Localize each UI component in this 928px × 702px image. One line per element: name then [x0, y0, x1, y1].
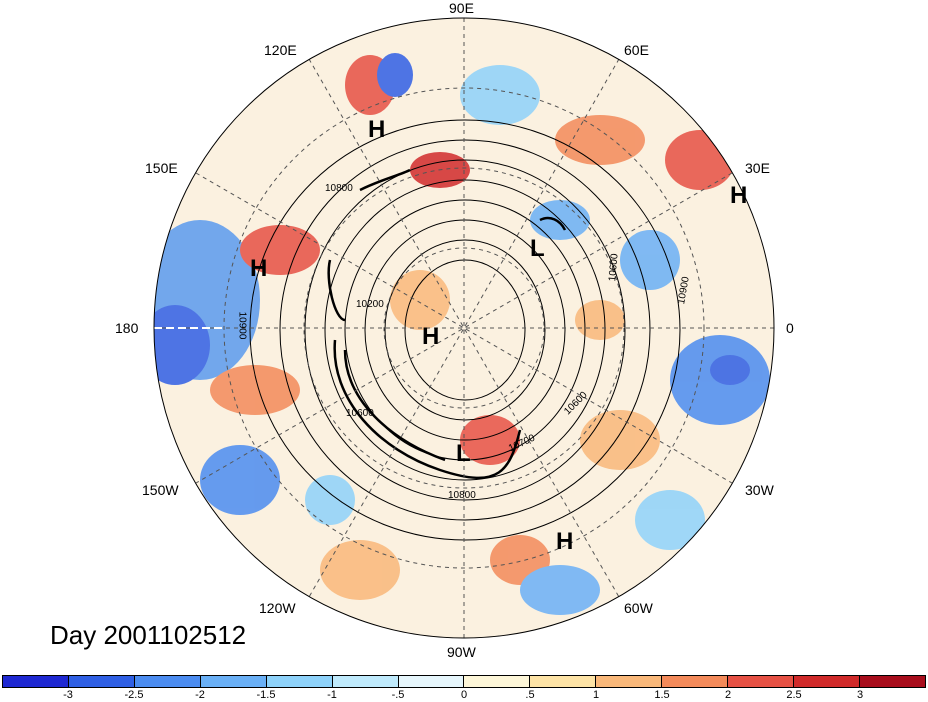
colorbar-tick-label: -1: [327, 689, 337, 701]
colorbar-tick-label: -1.5: [256, 689, 276, 701]
colorbar-tick-label: .5: [525, 689, 535, 701]
colorbar-segment: [596, 676, 663, 687]
high-center: H: [250, 255, 268, 282]
contour-label: 10600: [346, 408, 374, 419]
colorbar-tick-label: 2: [724, 689, 732, 701]
colorbar-segment: [530, 676, 597, 687]
lon-label-60e: 60E: [624, 42, 649, 58]
colorbar-tick-label: -.5: [391, 689, 405, 701]
colorbar-segment: [859, 676, 925, 687]
colorbar-segment: [728, 676, 795, 687]
lon-label-150e: 150E: [145, 160, 178, 176]
colorbar-segment: [332, 676, 399, 687]
high-center: H: [368, 116, 386, 143]
colorbar-tick-label: -2: [195, 689, 205, 701]
graticule: [154, 18, 774, 638]
low-center: L: [456, 440, 471, 467]
lon-label-90e: 90E: [449, 0, 474, 16]
lon-label-90w: 90W: [447, 644, 476, 660]
high-center: H: [422, 323, 440, 350]
colorbar-tick-label: 2.5: [786, 689, 802, 701]
colorbar-segment: [134, 676, 201, 687]
lon-label-30e: 30E: [745, 160, 770, 176]
colorbar-segment: [464, 676, 531, 687]
lon-label-120w: 120W: [259, 600, 296, 616]
colorbar-tick-label: -2.5: [124, 689, 144, 701]
lon-label-150w: 150W: [142, 482, 179, 498]
colorbar: [2, 675, 926, 688]
colorbar-segment: [68, 676, 135, 687]
contour-label: 10200: [356, 299, 384, 310]
colorbar-tick-label: -3: [63, 689, 73, 701]
height-contours: [249, 119, 681, 541]
anomaly-blobs: [154, 53, 770, 615]
colorbar-segment: [398, 676, 465, 687]
contour-label: 10800: [448, 490, 476, 501]
lon-label-0: 0: [786, 320, 794, 336]
lon-label-30w: 30W: [745, 482, 774, 498]
lon-label-180: 180: [115, 320, 139, 336]
colorbar-segment: [200, 676, 267, 687]
colorbar-segment: [3, 676, 69, 687]
contour-label: 10800: [325, 183, 353, 194]
colorbar-tick-label: 1.5: [654, 689, 670, 701]
colorbar-tick-label: 3: [856, 689, 864, 701]
colorbar-segment: [662, 676, 729, 687]
contour-label: 10900: [236, 311, 248, 340]
low-center: L: [530, 235, 545, 262]
high-center: H: [556, 528, 574, 555]
lon-label-60w: 60W: [624, 600, 653, 616]
day-label: Day 2001102512: [50, 620, 247, 650]
lon-label-120e: 120E: [264, 42, 297, 58]
colorbar-tick-label: 1: [592, 689, 600, 701]
jet-contours: [327, 168, 567, 480]
colorbar-segment: [266, 676, 333, 687]
colorbar-segment: [794, 676, 860, 687]
map-boundary: [153, 17, 775, 639]
colorbar-tick-label: 0: [460, 689, 468, 701]
high-center: H: [730, 182, 748, 209]
